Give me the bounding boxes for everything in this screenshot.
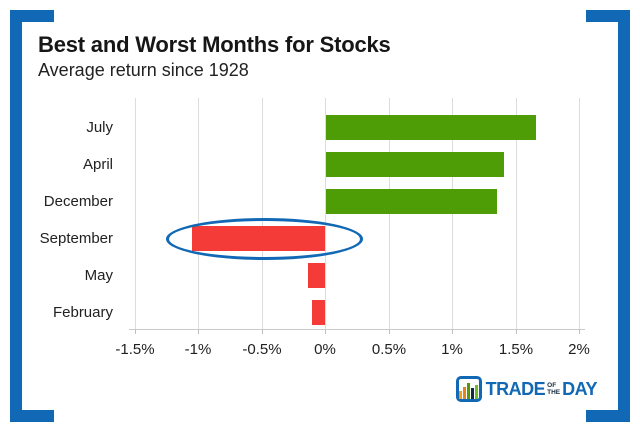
logo-bar-green-1 bbox=[467, 383, 471, 399]
highlight-ellipse bbox=[166, 218, 363, 260]
category-label: December bbox=[43, 193, 113, 210]
gridline bbox=[262, 98, 263, 329]
category-label: February bbox=[52, 304, 113, 321]
x-tick-label: -1% bbox=[184, 341, 212, 358]
category-label: September bbox=[39, 230, 113, 247]
x-tick-mark bbox=[516, 329, 517, 334]
logo-bar-orange-2 bbox=[463, 387, 467, 399]
frame-bottom-left-arm bbox=[10, 410, 54, 422]
bar-may bbox=[308, 263, 325, 288]
x-tick-label: 0.5% bbox=[371, 341, 407, 358]
logo-bar-orange-1 bbox=[459, 391, 463, 399]
gridline bbox=[198, 98, 199, 329]
frame-right-bar bbox=[618, 10, 630, 422]
category-label: April bbox=[82, 156, 113, 173]
bar-july bbox=[326, 115, 536, 140]
category-label: May bbox=[84, 267, 113, 284]
chart-title: Best and Worst Months for Stocks bbox=[38, 32, 391, 57]
logo-text-of: OF bbox=[547, 382, 557, 390]
x-tick-mark bbox=[452, 329, 453, 334]
bar-april bbox=[326, 152, 504, 177]
bar-chart-icon bbox=[455, 376, 482, 402]
x-tick-mark bbox=[262, 329, 263, 334]
gridline bbox=[579, 98, 580, 329]
x-tick-label: -1.5% bbox=[115, 341, 155, 358]
gridline bbox=[516, 98, 517, 329]
logo-bar-navy bbox=[471, 388, 475, 399]
x-tick-mark bbox=[198, 329, 199, 334]
logo-text-the: THE bbox=[547, 389, 561, 396]
gridline bbox=[325, 98, 326, 329]
x-axis-line bbox=[129, 329, 585, 330]
logo-text-ofthe: OF THE bbox=[547, 382, 561, 397]
chart-subtitle: Average return since 1928 bbox=[38, 60, 249, 80]
x-tick-label: 0% bbox=[314, 341, 336, 358]
logo-text-trade: TRADE bbox=[485, 379, 546, 399]
logo-bar-green-2 bbox=[475, 385, 479, 399]
x-tick-label: 1% bbox=[441, 341, 463, 358]
x-tick-label: 2% bbox=[568, 341, 590, 358]
frame-top-left-arm bbox=[10, 10, 54, 22]
frame-left-bar bbox=[10, 10, 22, 422]
x-tick-mark bbox=[325, 329, 326, 334]
x-tick-mark bbox=[579, 329, 580, 334]
trade-of-the-day-logo: TRADE OF THE DAY bbox=[455, 374, 597, 404]
x-tick-label: -0.5% bbox=[242, 341, 282, 358]
frame-bottom-right-arm bbox=[586, 410, 630, 422]
bar-february bbox=[312, 300, 325, 325]
logo-text-day: DAY bbox=[562, 379, 597, 399]
category-label: July bbox=[86, 119, 113, 136]
gridline bbox=[135, 98, 136, 329]
x-tick-mark bbox=[389, 329, 390, 334]
frame-top-right-arm bbox=[586, 10, 630, 22]
x-tick-label: 1.5% bbox=[498, 341, 534, 358]
x-tick-mark bbox=[135, 329, 136, 334]
bar-december bbox=[326, 189, 497, 214]
